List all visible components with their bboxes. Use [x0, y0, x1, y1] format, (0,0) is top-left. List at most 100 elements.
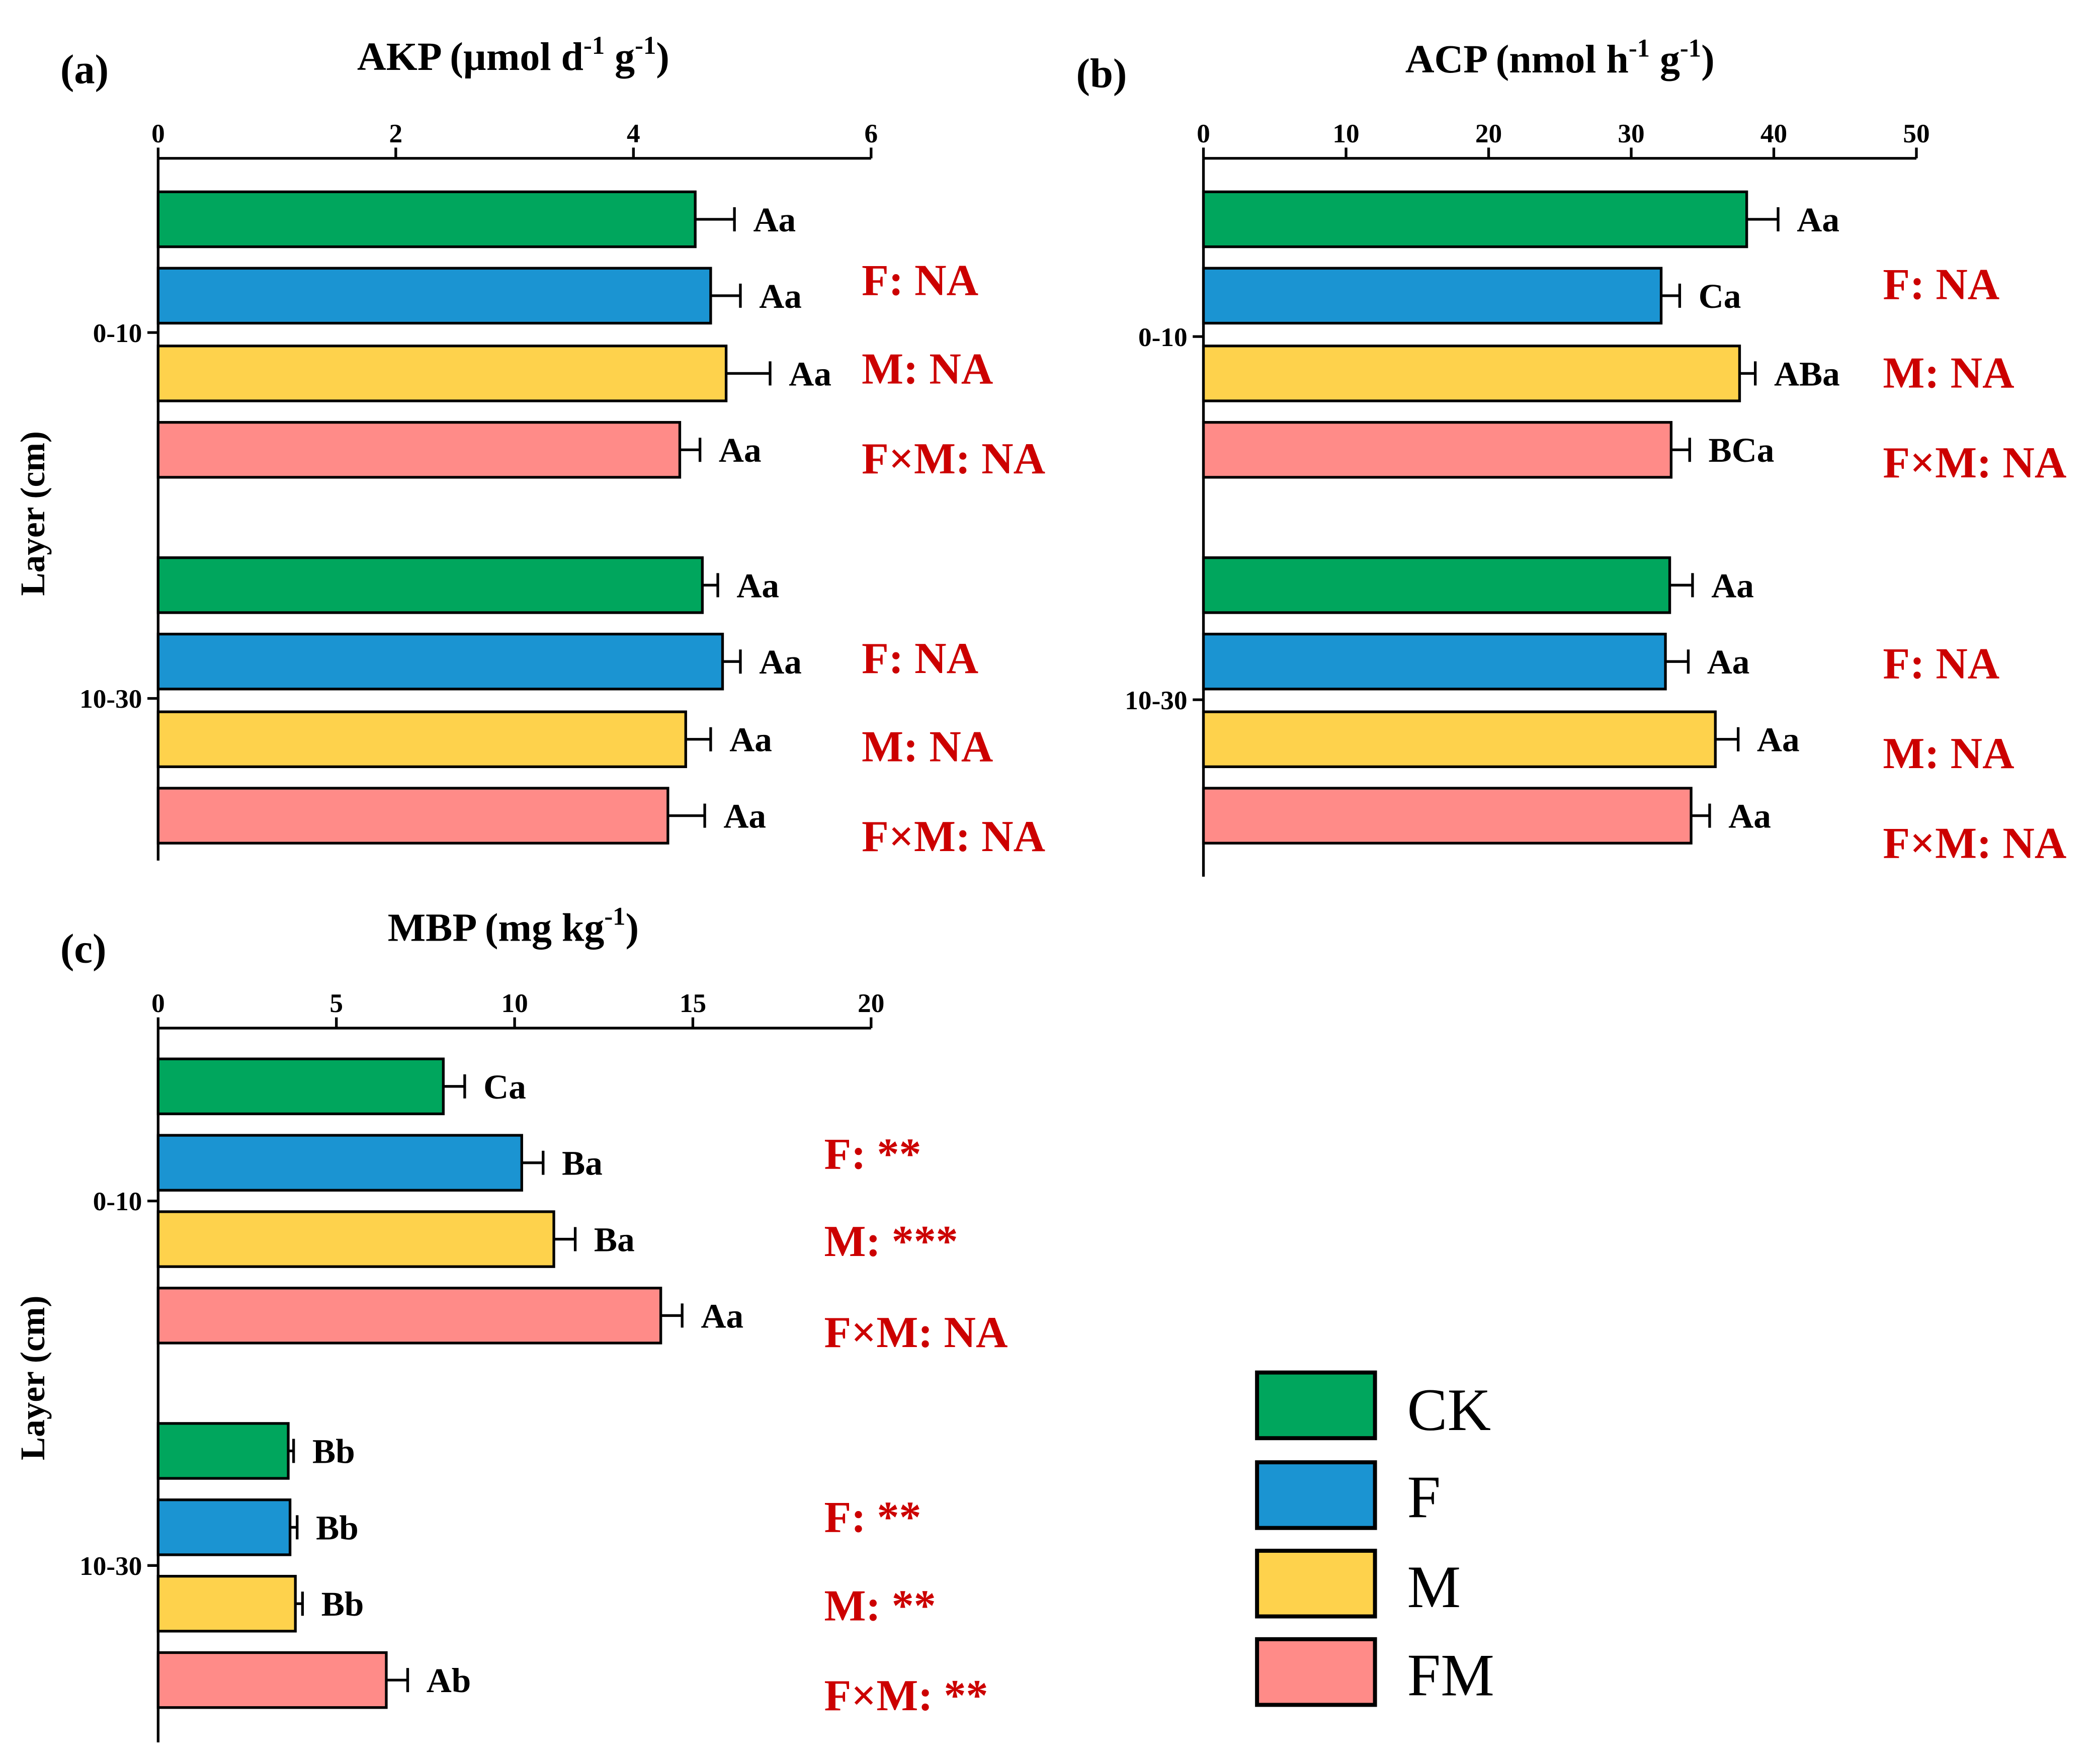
panel-a-bar-0-10-m: [156, 345, 728, 402]
panel-b-title-sup2: -1: [1680, 34, 1701, 62]
panel-a-bar-0-10-f: [156, 267, 712, 325]
panel-b-bar-10-30-f: [1202, 632, 1667, 691]
panel-a-bar-10-30-fm: [156, 787, 669, 845]
y-axis-label-bottom: Layer (cm): [13, 1296, 52, 1461]
panel-a-y-tick-label: 10-30: [79, 684, 142, 714]
panel-c-bar-10-30-m: [156, 1574, 297, 1633]
panel-b-bar-0-10-f: [1202, 267, 1663, 325]
panel-c-x-tick-label: 15: [680, 988, 706, 1018]
panel-b-label: (b): [1076, 50, 1127, 97]
panel-a-plot: 0 2 4 6 0-10 Aa Aa Aa Aa F: NA M: NA F×M: NA 10-30 Aa…: [79, 119, 1045, 861]
panel-a-stat-label: F: NA: [862, 257, 978, 305]
panel-c: (c) MBP (mg kg-1) 0 5 10 15 20 0-10 Ca Ba Ba Aa F:…: [60, 902, 1008, 1742]
panel-b-bar-letter-label: Aa: [1711, 566, 1754, 605]
panel-b-bar-letter-label: Aa: [1707, 642, 1750, 681]
panel-c-stat-label: M: ***: [824, 1217, 958, 1266]
panel-c-stat-label: F: **: [824, 1493, 921, 1542]
panel-b-title-part1: ACP (nmol h: [1405, 37, 1629, 81]
panel-c-bar-10-30-ck: [156, 1422, 290, 1480]
panel-b-x-tick-label: 20: [1475, 119, 1502, 148]
panel-b-title: ACP (nmol h-1 g-1): [1405, 34, 1715, 81]
panel-c-bar-letter-label: Ba: [594, 1220, 635, 1259]
panel-c-bar-0-10-f: [156, 1134, 523, 1192]
panel-b-bar-letter-label: Aa: [1728, 797, 1771, 835]
panel-b-bar-0-10-fm: [1202, 421, 1673, 479]
panel-b-y-tick-label: 10-30: [1125, 686, 1187, 715]
panel-a-bar-letter-label: Aa: [759, 277, 802, 315]
panel-a-stat-label: F×M: NA: [862, 435, 1045, 483]
legend-swatch-fm: [1255, 1637, 1377, 1707]
panel-c-stat-label: F×M: **: [824, 1671, 988, 1720]
panel-c-bar-letter-label: Ba: [562, 1144, 603, 1183]
panel-a-stat-label: M: NA: [862, 723, 993, 772]
panel-b-plot: 0 10 20 30 40 50 0-10 Aa Ca ABa BCa F: NA M: NA F×M: …: [1125, 119, 2066, 877]
panel-a-bar-letter-label: Aa: [789, 354, 831, 393]
panel-a-y-tick-label: 0-10: [93, 318, 142, 348]
legend-label-f: F: [1407, 1463, 1441, 1530]
panel-c-stat-label: M: **: [824, 1582, 936, 1631]
panel-c-x-tick-label: 0: [151, 988, 165, 1018]
panel-a-bar-0-10-fm: [156, 421, 682, 479]
panel-c-label: (c): [60, 925, 107, 971]
panel-c-bar-letter-label: Bb: [316, 1508, 359, 1547]
panel-b-bar-letter-label: BCa: [1709, 431, 1775, 469]
panel-c-bar-letter-label: Ca: [483, 1067, 526, 1106]
panel-a-title-sup1: -1: [583, 31, 605, 59]
legend-swatch-f: [1255, 1460, 1377, 1530]
panel-b-bar-0-10-ck: [1202, 190, 1748, 248]
panel-a-x-tick-label: 4: [627, 119, 640, 148]
legend: CK F M FM: [1255, 1370, 1494, 1709]
panel-c-bar-letter-label: Ab: [427, 1661, 471, 1700]
panel-b-x-tick-label: 0: [1197, 119, 1210, 148]
panel-b-bar-letter-label: Aa: [1757, 720, 1800, 759]
panel-a-title-part3: ): [656, 35, 669, 79]
panel-a-bar-letter-label: Aa: [759, 642, 802, 681]
panel-b-x-tick-label: 10: [1332, 119, 1359, 148]
panel-a-x-tick-label: 2: [389, 119, 403, 148]
panel-c-title-part2: ): [626, 906, 639, 950]
panel-b-title-part2: g: [1650, 37, 1680, 81]
legend-label-ck: CK: [1407, 1376, 1491, 1443]
panel-b-x-tick-label: 30: [1618, 119, 1644, 148]
legend-swatch-m: [1255, 1548, 1377, 1619]
panel-a-bar-letter-label: Aa: [719, 431, 762, 469]
panel-b-bar-letter-label: Ca: [1699, 277, 1741, 315]
panel-c-bar-letter-label: Bb: [312, 1432, 355, 1470]
panel-c-stat-label: F: **: [824, 1130, 921, 1179]
panel-b-bar-10-30-m: [1202, 710, 1717, 769]
panel-a-bar-letter-label: Aa: [736, 566, 779, 605]
panel-c-bar-0-10-fm: [156, 1287, 662, 1345]
panel-b-title-part3: ): [1701, 37, 1715, 81]
panel-a-stat-label: M: NA: [862, 345, 993, 393]
panel-b: (b) ACP (nmol h-1 g-1) 0 10 20 30 40 500-10Aa…: [1076, 34, 2066, 877]
panel-b-bar-letter-label: ABa: [1774, 354, 1840, 393]
panel-a-title-part2: g: [605, 35, 635, 79]
legend-swatch-ck: [1255, 1370, 1377, 1441]
panel-c-title: MBP (mg kg-1): [388, 902, 639, 950]
panel-b-bar-10-30-fm: [1202, 787, 1693, 845]
panel-c-bar-10-30-f: [156, 1498, 292, 1556]
panel-c-y-tick-label: 10-30: [79, 1551, 142, 1581]
panel-a-title: AKP (µmol d-1 g-1): [357, 31, 669, 79]
panel-c-x-tick-label: 20: [858, 988, 884, 1018]
panel-a-bar-letter-label: Aa: [729, 720, 772, 759]
panel-c-x-tick-label: 10: [501, 988, 528, 1018]
panel-c-stat-label: F×M: NA: [824, 1308, 1008, 1357]
panel-c-x-tick-label: 5: [329, 988, 343, 1018]
panel-c-title-part1: MBP (mg kg: [388, 906, 605, 950]
panel-b-bar-letter-label: Aa: [1797, 200, 1839, 239]
panel-b-stat-label: F×M: NA: [1883, 819, 2066, 868]
panel-c-plot: 0 5 10 15 20 0-10 Ca Ba Ba Aa F: ** M: *** F×M: NA 10…: [79, 988, 1008, 1742]
panel-c-bar-0-10-m: [156, 1210, 555, 1268]
panel-b-stat-label: F: NA: [1883, 261, 1999, 309]
panel-b-stat-label: M: NA: [1883, 349, 2014, 397]
legend-label-m: M: [1407, 1553, 1461, 1620]
panel-a: (a) AKP (µmol d-1 g-1) 0 2 4 60-10AaAaAaAaF…: [60, 31, 1045, 861]
panel-c-y-tick-label: 0-10: [93, 1187, 142, 1216]
panel-a-stat-label: F×M: NA: [862, 812, 1045, 861]
panel-b-x-tick-label: 40: [1760, 119, 1787, 148]
panel-b-bar-10-30-ck: [1202, 556, 1671, 614]
panel-b-stat-label: M: NA: [1883, 729, 2014, 778]
panel-a-title-part1: AKP (µmol d: [357, 35, 583, 79]
